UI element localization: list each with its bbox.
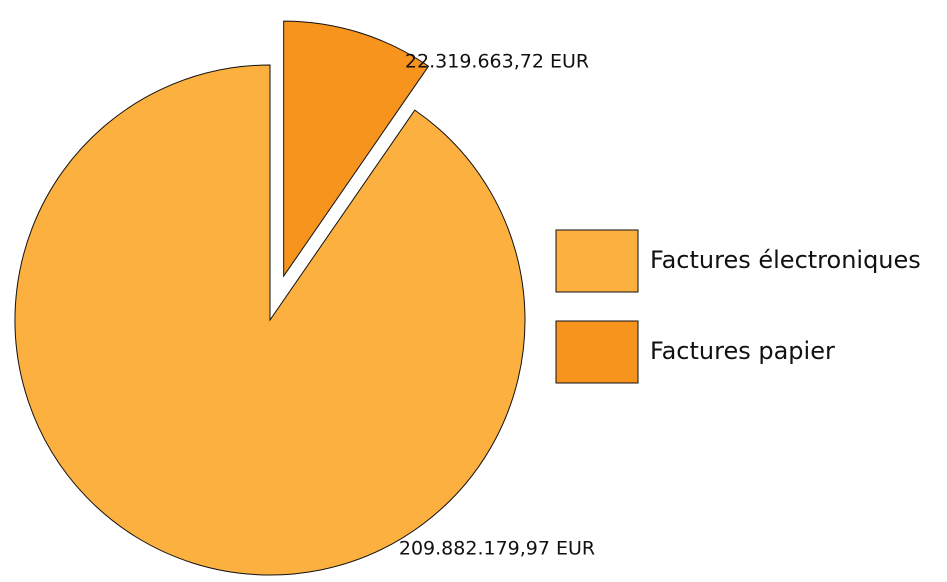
pie-slice bbox=[14, 64, 526, 576]
value-label: 209.882.179,97 EUR bbox=[399, 538, 595, 560]
legend-swatch bbox=[555, 229, 639, 293]
legend-label: Factures électroniques bbox=[650, 246, 921, 274]
legend-label: Factures papier bbox=[650, 337, 835, 365]
legend-swatch bbox=[555, 320, 639, 384]
pie-slice bbox=[283, 20, 430, 278]
value-label: 22.319.663,72 EUR bbox=[405, 51, 589, 73]
